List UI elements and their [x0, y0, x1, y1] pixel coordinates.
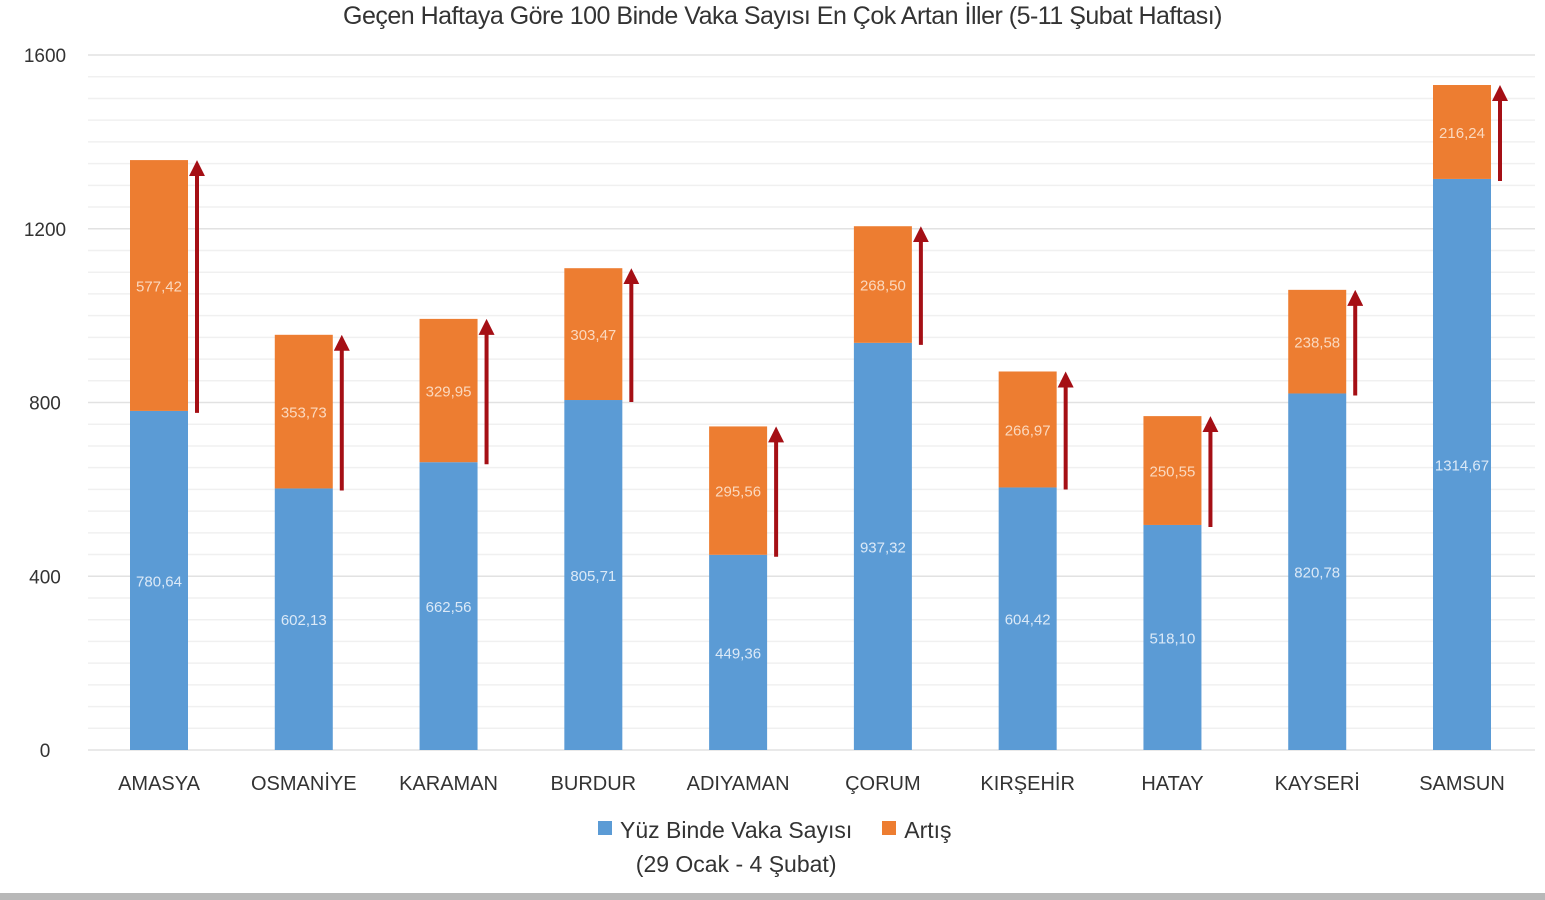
x-tick-label: KAYSERİ: [1275, 772, 1360, 795]
data-label-cases: 662,56: [426, 599, 472, 616]
chart-title: Geçen Haftaya Göre 100 Binde Vaka Sayısı…: [343, 2, 1223, 30]
y-tick-label: 400: [29, 567, 61, 588]
bar-increase: [419, 318, 478, 463]
x-tick-label: AMASYA: [118, 773, 201, 795]
bar-increase: [564, 268, 623, 401]
x-tick-label: HATAY: [1141, 773, 1203, 795]
bar-cases: [998, 487, 1057, 750]
bottom-border: [0, 893, 1545, 900]
data-label-increase: 266,97: [1005, 422, 1051, 439]
data-label-increase: 216,24: [1439, 125, 1485, 142]
bar-cases: [564, 400, 623, 750]
bar-increase: [130, 160, 188, 411]
y-tick-label: 1600: [24, 46, 66, 67]
bar-increase: [853, 226, 912, 343]
bar-cases: [853, 342, 912, 750]
data-label-cases: 604,42: [1005, 612, 1051, 629]
data-label-cases: 805,71: [570, 568, 616, 585]
bar-cases: [709, 554, 768, 750]
x-tick-label: KARAMAN: [399, 773, 498, 795]
legend-item-increase: Artış: [882, 814, 952, 881]
data-label-increase: 250,55: [1149, 464, 1195, 481]
x-tick-label: BURDUR: [551, 773, 637, 795]
bar-increase: [274, 334, 333, 489]
data-label-increase: 353,73: [281, 405, 327, 422]
y-tick-label: 1200: [24, 220, 66, 241]
data-label-increase: 577,42: [136, 279, 182, 296]
x-tick-label: SAMSUN: [1419, 773, 1505, 795]
data-label-cases: 780,64: [136, 573, 182, 590]
bar-cases: [1288, 393, 1347, 750]
data-label-increase: 303,47: [570, 327, 616, 344]
bar-cases: [130, 410, 188, 750]
data-label-increase: 329,95: [426, 384, 472, 401]
data-label-cases: 518,10: [1149, 630, 1195, 647]
data-label-increase: 238,58: [1294, 335, 1340, 352]
data-label-cases: 937,32: [860, 539, 906, 556]
data-label-increase: 268,50: [860, 278, 906, 295]
legend-label-cases-1: Yüz Binde Vaka Sayısı: [620, 817, 853, 843]
bar-cases: [419, 462, 478, 750]
bar-increase: [1288, 289, 1347, 394]
y-tick-label: 0: [40, 741, 51, 762]
bar-cases: [1143, 524, 1202, 750]
legend-label-increase: Artış: [904, 817, 952, 843]
bar-cases: [1433, 178, 1491, 751]
bar-increase: [998, 371, 1057, 488]
data-label-cases: 449,36: [715, 645, 761, 662]
legend-swatch-blue: [598, 821, 612, 835]
data-label-cases: 1314,67: [1435, 457, 1489, 474]
bar-cases: [274, 488, 333, 750]
legend-swatch-orange: [882, 821, 897, 835]
y-tick-label: 800: [29, 394, 61, 415]
data-label-cases: 820,78: [1294, 565, 1340, 582]
bar-increase: [1433, 85, 1491, 179]
x-tick-label: KIRŞEHİR: [980, 772, 1074, 795]
x-tick-label: OSMANİYE: [251, 772, 357, 795]
x-tick-label: ÇORUM: [845, 773, 921, 795]
x-tick-label: ADIYAMAN: [687, 773, 790, 795]
legend: Yüz Binde Vaka Sayısı (29 Ocak - 4 Şubat…: [598, 814, 952, 881]
bar-increase: [1143, 416, 1202, 525]
legend-label-cases-2: (29 Ocak - 4 Şubat): [635, 851, 837, 877]
legend-item-cases: Yüz Binde Vaka Sayısı (29 Ocak - 4 Şubat…: [598, 814, 852, 881]
data-label-cases: 602,13: [281, 612, 327, 629]
data-label-increase: 295,56: [715, 484, 761, 501]
bar-increase: [709, 426, 768, 555]
